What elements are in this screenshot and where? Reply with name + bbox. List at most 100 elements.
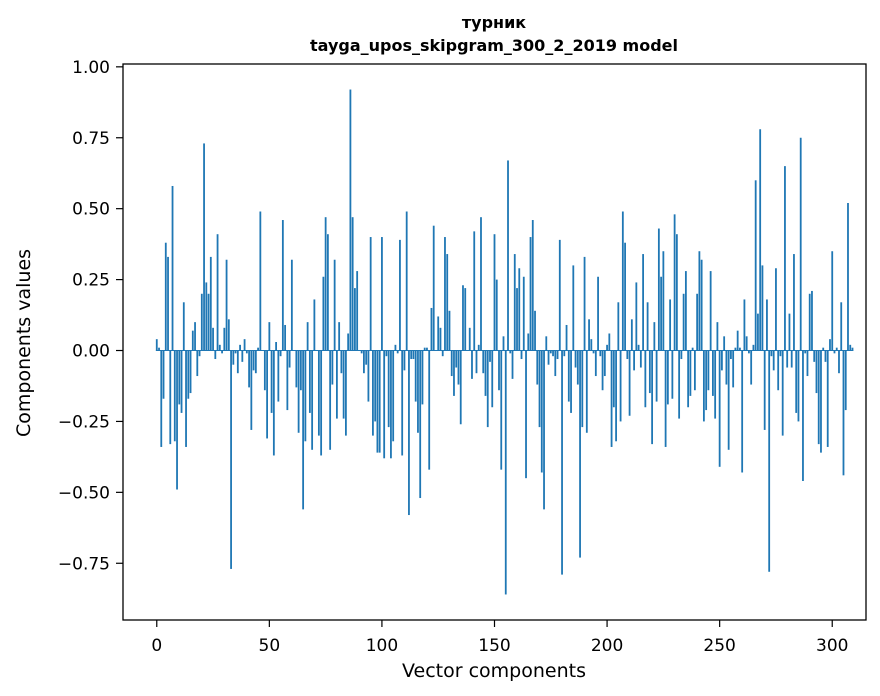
bar-component-279 — [784, 166, 786, 351]
bar-component-23 — [207, 293, 210, 351]
bar-component-173 — [545, 336, 548, 351]
y-tick-label: 0.25 — [72, 271, 110, 291]
bar-component-242 — [700, 259, 703, 351]
bar-component-227 — [666, 350, 669, 405]
bar-component-85 — [347, 333, 350, 351]
bar-component-267 — [757, 313, 759, 351]
bar-component-6 — [169, 350, 172, 445]
bar-component-70 — [313, 299, 316, 351]
bar-component-248 — [714, 350, 717, 419]
bar-component-33 — [230, 350, 232, 569]
bar-component-84 — [344, 350, 347, 436]
bar-component-127 — [441, 350, 444, 357]
bar-component-183 — [567, 350, 570, 402]
bar-component-120 — [426, 347, 428, 351]
bar-component-121 — [428, 350, 431, 470]
bar-component-253 — [725, 350, 728, 385]
bar-component-9 — [176, 350, 178, 490]
x-tick-label: 0 — [151, 636, 162, 656]
bar-component-163 — [522, 276, 525, 351]
bar-component-234 — [682, 293, 685, 351]
bar-component-101 — [383, 350, 386, 459]
bar-component-289 — [806, 350, 809, 377]
bar-component-112 — [408, 350, 410, 516]
bar-component-189 — [581, 350, 584, 428]
bar-component-73 — [320, 350, 323, 456]
bar-component-196 — [597, 276, 599, 351]
bar-component-114 — [412, 350, 415, 360]
bar-component-301 — [833, 350, 836, 354]
bar-component-67 — [306, 322, 309, 351]
bar-component-307 — [847, 203, 849, 351]
bar-component-206 — [619, 350, 622, 422]
bar-component-128 — [444, 237, 446, 351]
bar-component-290 — [808, 293, 811, 351]
bar-component-107 — [396, 350, 399, 354]
bar-component-263 — [748, 350, 750, 354]
bar-component-130 — [448, 310, 451, 351]
bar-component-144 — [480, 217, 482, 351]
bar-component-195 — [594, 350, 597, 377]
bar-component-118 — [421, 350, 424, 405]
bar-component-56 — [281, 220, 284, 351]
x-tick-label: 150 — [478, 636, 510, 656]
bar-component-273 — [770, 350, 773, 357]
bar-component-224 — [660, 276, 663, 351]
bar-component-176 — [552, 350, 554, 357]
bar-component-81 — [338, 322, 341, 351]
bar-component-252 — [723, 336, 726, 351]
bar-component-82 — [340, 350, 343, 374]
bar-component-53 — [275, 342, 278, 351]
bar-component-41 — [248, 350, 250, 388]
bar-component-284 — [795, 350, 798, 413]
bar-component-55 — [279, 350, 282, 357]
bar-component-5 — [167, 256, 169, 351]
bar-component-102 — [385, 350, 388, 357]
bar-component-117 — [419, 350, 422, 499]
y-axis-label: Components values — [13, 249, 35, 437]
bar-component-8 — [173, 350, 176, 442]
bar-component-200 — [606, 344, 608, 351]
bar-component-17 — [194, 322, 196, 351]
bar-component-34 — [232, 350, 235, 365]
bar-component-22 — [205, 282, 208, 351]
bar-component-129 — [446, 254, 449, 351]
bar-component-122 — [430, 307, 433, 351]
bar-component-32 — [227, 319, 230, 351]
bar-component-65 — [302, 350, 305, 510]
bar-component-42 — [250, 350, 253, 430]
bar-component-28 — [218, 344, 221, 351]
bar-component-92 — [363, 350, 365, 374]
bar-component-233 — [680, 350, 683, 360]
x-tick-label: 200 — [591, 636, 623, 656]
bar-component-48 — [263, 350, 266, 391]
bar-component-186 — [574, 350, 577, 368]
chart-subtitle: tayga_upos_skipgram_300_2_2019 model — [310, 36, 678, 55]
y-tick-label: 1.00 — [72, 58, 110, 78]
bar-component-74 — [322, 276, 325, 351]
bar-component-125 — [437, 316, 440, 351]
bar-component-249 — [716, 322, 719, 351]
bar-component-146 — [484, 350, 487, 396]
bar-component-141 — [473, 231, 476, 351]
bar-component-185 — [572, 265, 575, 351]
bar-component-18 — [196, 350, 199, 377]
bar-component-147 — [486, 350, 489, 428]
bar-component-230 — [673, 214, 676, 351]
bar-component-287 — [802, 350, 804, 481]
bar-component-222 — [655, 350, 658, 402]
bar-component-115 — [414, 350, 417, 402]
x-axis-label: Vector components — [402, 660, 586, 682]
bar-component-214 — [637, 344, 640, 351]
bar-component-264 — [750, 350, 753, 385]
bar-component-76 — [326, 234, 329, 351]
bar-component-94 — [367, 350, 370, 402]
bar-component-255 — [730, 350, 732, 360]
bars-group — [155, 89, 854, 595]
bar-component-266 — [754, 180, 757, 351]
bar-component-2 — [160, 350, 163, 447]
x-axis-ticks: 0 50 100 150 200 250 300 — [151, 620, 848, 656]
bar-component-246 — [709, 271, 712, 351]
bar-component-132 — [453, 350, 455, 396]
bar-component-198 — [601, 350, 604, 391]
